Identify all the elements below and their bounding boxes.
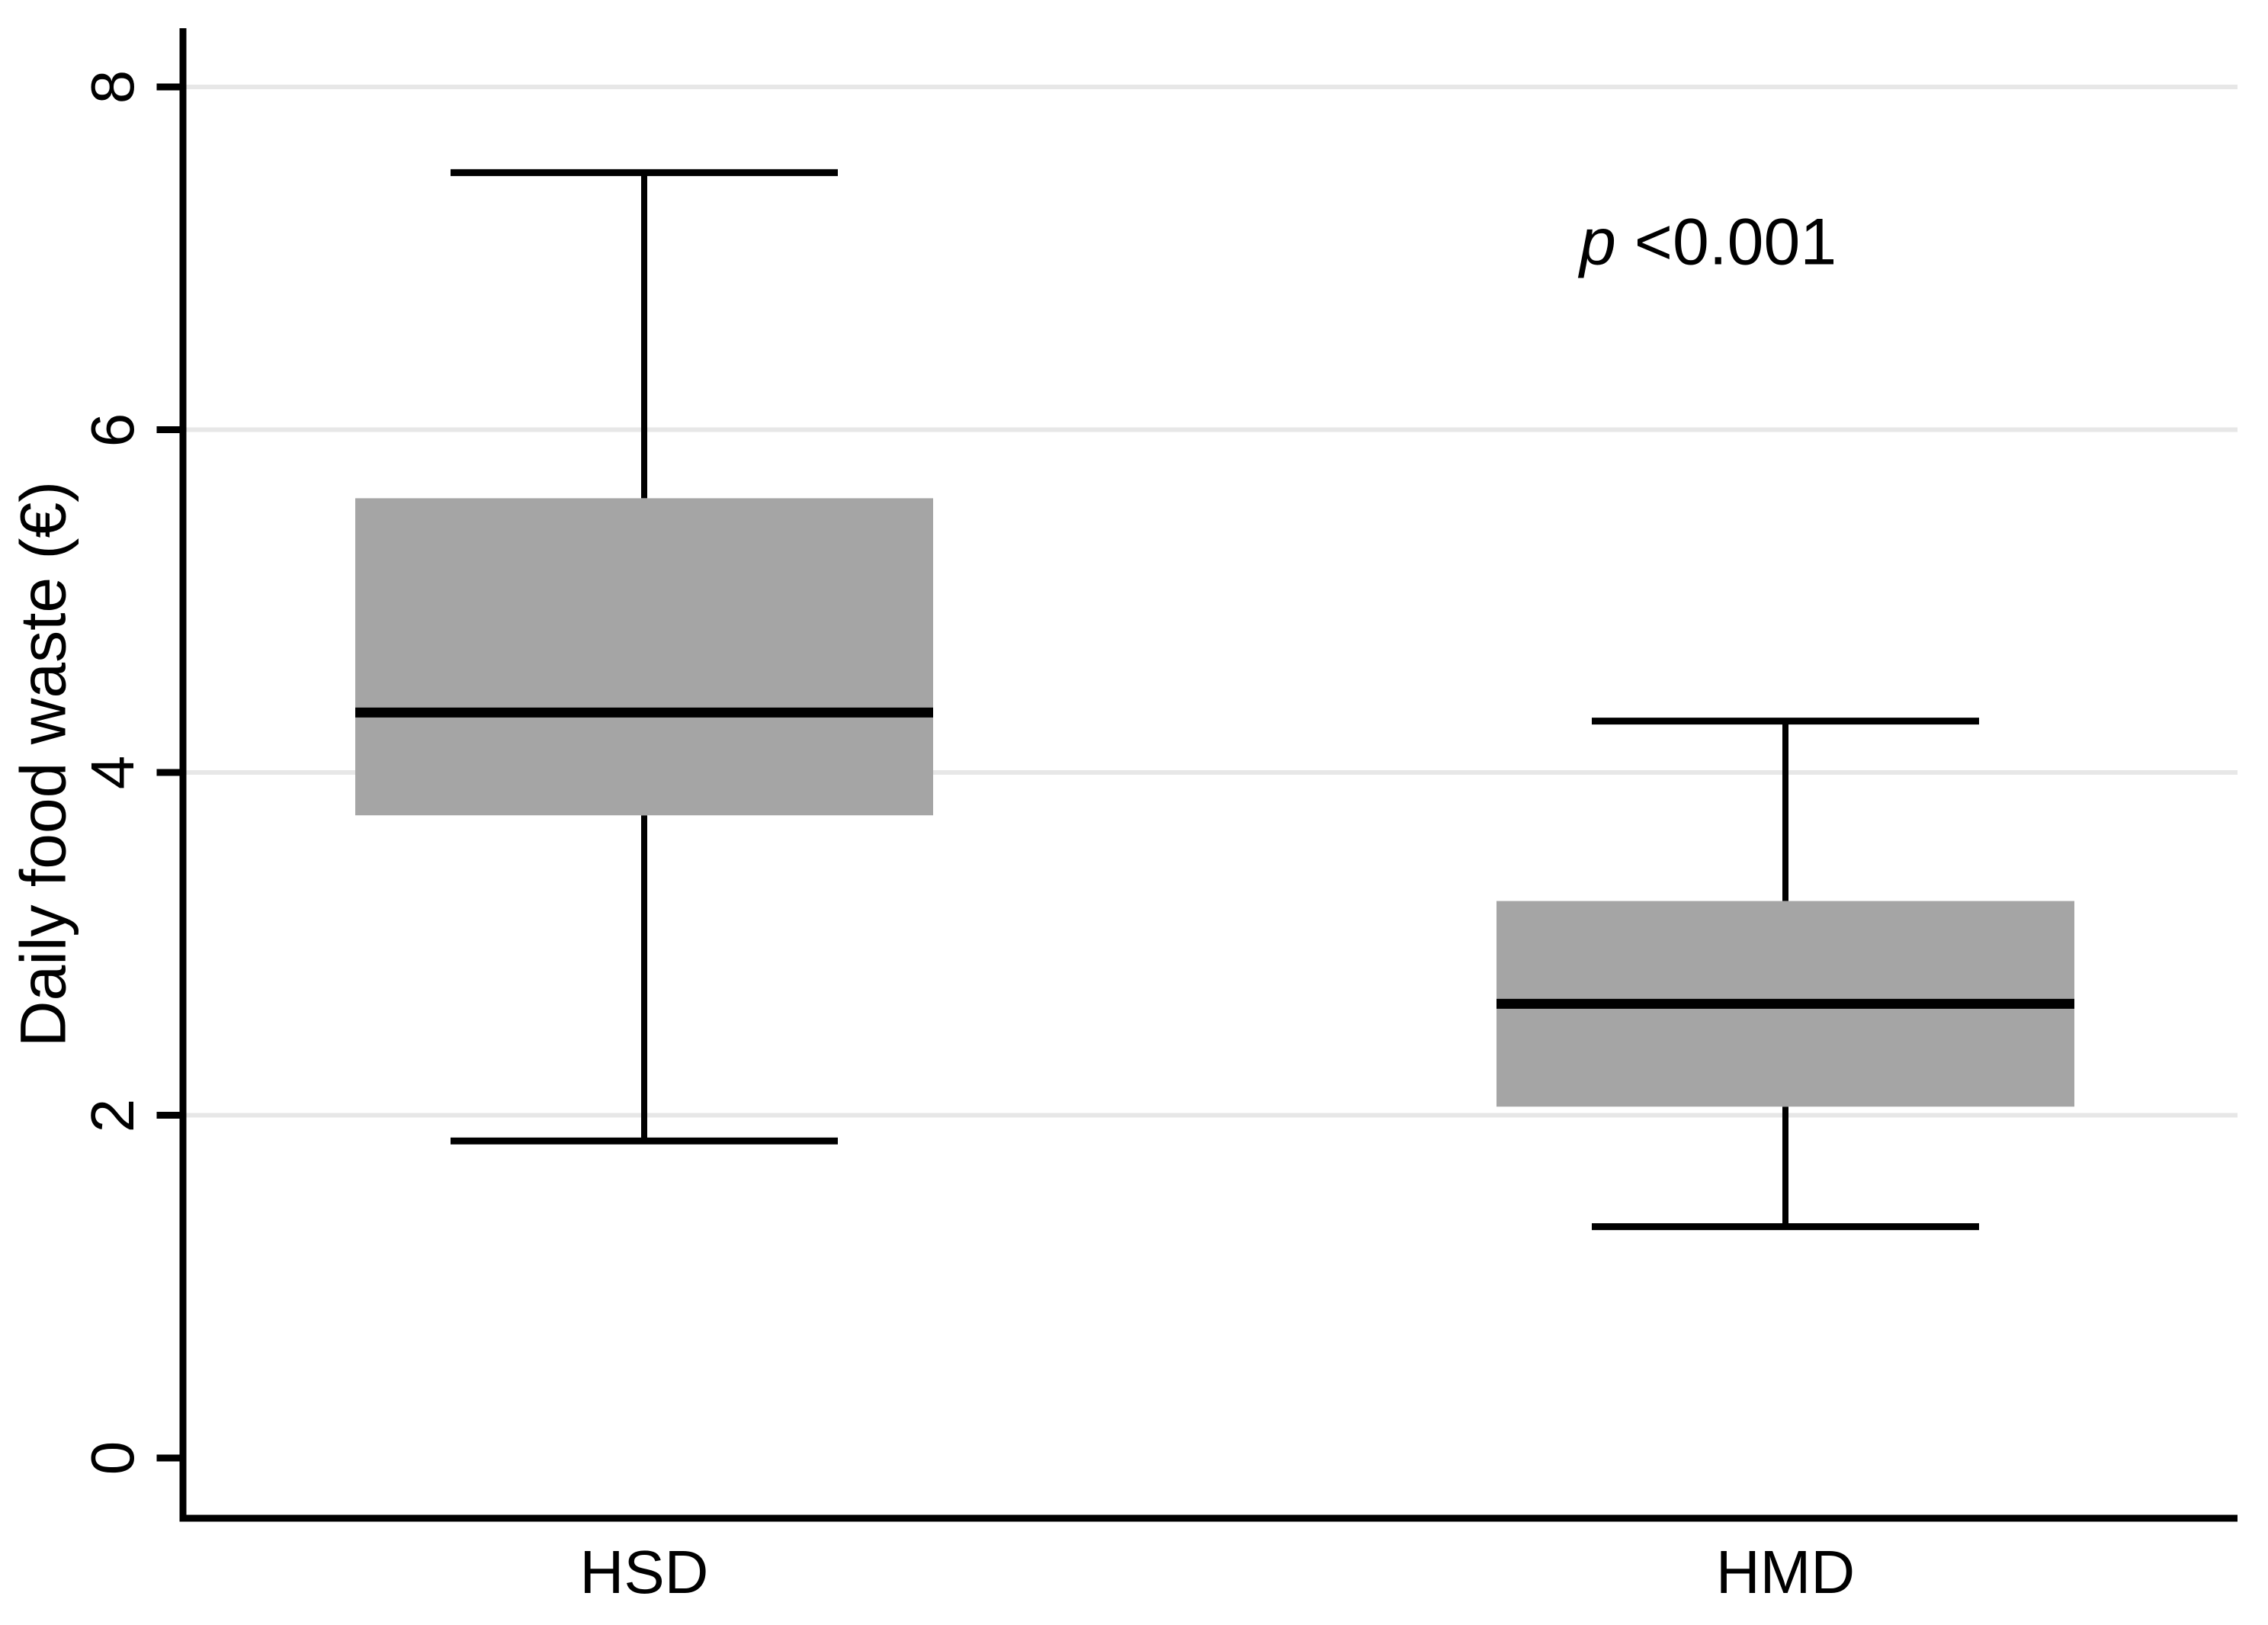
- x-category-label-HSD: HSD: [579, 1538, 709, 1606]
- y-axis-title: Daily food waste (€): [7, 480, 79, 1048]
- p-value-annotation: p <0.001: [1580, 205, 1837, 281]
- y-tick-label-4: 4: [79, 755, 146, 790]
- y-tick-label-2: 2: [79, 1098, 146, 1132]
- y-tick-label-0: 0: [79, 1440, 146, 1476]
- x-category-label-HMD: HMD: [1715, 1538, 1856, 1606]
- iqr-box-HSD: [355, 498, 933, 816]
- y-tick-label-8: 8: [79, 69, 146, 104]
- p-symbol: p: [1580, 205, 1616, 279]
- y-tick-label-6: 6: [79, 413, 146, 447]
- p-value-text: <0.001: [1615, 205, 1837, 279]
